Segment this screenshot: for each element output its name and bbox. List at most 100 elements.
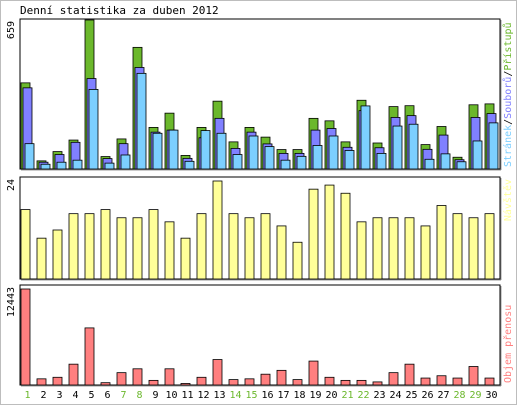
bar-prenos-day-23 bbox=[372, 381, 383, 386]
bar-prenos-day-5 bbox=[84, 327, 95, 386]
x-tick-label-day-11: 11 bbox=[181, 390, 193, 401]
x-tick-label-day-22: 22 bbox=[357, 390, 369, 401]
x-tick-label-day-27: 27 bbox=[437, 390, 449, 401]
hits-legend-part-1: / bbox=[503, 119, 514, 125]
bar-stranek-day-3 bbox=[56, 161, 67, 170]
bar-prenos-day-6 bbox=[100, 382, 111, 386]
x-tick-label-day-2: 2 bbox=[40, 390, 46, 401]
bar-stranek-day-8 bbox=[136, 72, 147, 170]
bar-navstev-day-30 bbox=[484, 213, 495, 280]
x-tick-label-day-26: 26 bbox=[421, 390, 433, 401]
bar-prenos-day-22 bbox=[356, 379, 367, 386]
x-tick-label-day-9: 9 bbox=[152, 390, 158, 401]
bar-prenos-day-2 bbox=[36, 378, 47, 386]
x-tick-label-day-12: 12 bbox=[197, 390, 209, 401]
navstev-legend: Návštěv bbox=[502, 179, 514, 221]
bar-prenos-day-8 bbox=[132, 368, 143, 386]
bar-navstev-day-19 bbox=[308, 188, 319, 280]
x-tick-label-day-30: 30 bbox=[485, 390, 497, 401]
bar-prenos-day-4 bbox=[68, 363, 79, 386]
x-tick-label-day-3: 3 bbox=[56, 390, 62, 401]
bar-stranek-day-25 bbox=[408, 123, 419, 170]
hits-legend: Stránek/Souborů/Přístupů bbox=[502, 22, 514, 167]
bar-stranek-day-19 bbox=[312, 145, 323, 170]
bar-stranek-day-4 bbox=[72, 159, 83, 170]
bar-navstev-day-13 bbox=[212, 180, 223, 280]
bar-navstev-day-25 bbox=[404, 217, 415, 280]
hits-legend-part-4: Přístupů bbox=[502, 22, 514, 70]
bar-stranek-day-16 bbox=[264, 146, 275, 170]
bar-stranek-day-7 bbox=[120, 154, 131, 170]
bar-navstev-day-4 bbox=[68, 213, 79, 280]
bar-prenos-day-12 bbox=[196, 376, 207, 386]
bar-stranek-day-14 bbox=[232, 154, 243, 170]
x-tick-label-day-15: 15 bbox=[245, 390, 257, 401]
bar-prenos-day-9 bbox=[148, 379, 159, 386]
x-tick-label-day-21: 21 bbox=[341, 390, 353, 401]
bar-navstev-day-21 bbox=[340, 192, 351, 280]
bar-prenos-day-26 bbox=[420, 377, 431, 386]
bar-navstev-day-16 bbox=[260, 213, 271, 280]
bar-stranek-day-21 bbox=[344, 150, 355, 170]
panel-3-ymax-label: 12443 bbox=[6, 287, 17, 317]
bar-stranek-day-26 bbox=[424, 158, 435, 170]
bar-navstev-day-7 bbox=[116, 217, 127, 280]
bar-prenos-day-18 bbox=[292, 379, 303, 386]
bar-prenos-day-25 bbox=[404, 363, 415, 386]
prenos-legend: Objem přenosu bbox=[502, 305, 514, 383]
bar-prenos-day-28 bbox=[452, 377, 463, 386]
hits-legend-part-3: / bbox=[503, 71, 514, 77]
bar-prenos-day-3 bbox=[52, 376, 63, 386]
bar-navstev-day-23 bbox=[372, 217, 383, 280]
bar-prenos-day-15 bbox=[244, 378, 255, 386]
x-tick-label-day-13: 13 bbox=[213, 390, 225, 401]
x-tick-label-day-19: 19 bbox=[309, 390, 321, 401]
x-tick-label-day-14: 14 bbox=[229, 390, 241, 401]
x-tick-label-day-25: 25 bbox=[405, 390, 417, 401]
panel-1-ymax-label: 659 bbox=[6, 21, 17, 39]
bar-prenos-day-10 bbox=[164, 368, 175, 386]
x-tick-label-day-10: 10 bbox=[165, 390, 177, 401]
x-tick-label-day-5: 5 bbox=[88, 390, 94, 401]
bar-navstev-day-11 bbox=[180, 237, 191, 280]
bar-prenos-day-13 bbox=[212, 359, 223, 386]
bar-stranek-day-6 bbox=[104, 162, 115, 170]
bar-stranek-day-20 bbox=[328, 135, 339, 170]
bar-prenos-day-7 bbox=[116, 372, 127, 386]
x-tick-label-day-6: 6 bbox=[104, 390, 110, 401]
bar-navstev-day-6 bbox=[100, 209, 111, 280]
panel-3-frame bbox=[19, 284, 501, 386]
bar-stranek-day-2 bbox=[40, 163, 51, 170]
bar-stranek-day-23 bbox=[376, 152, 387, 170]
bar-navstev-day-29 bbox=[468, 217, 479, 280]
hits-legend-part-0: Stránek bbox=[502, 125, 514, 167]
bar-stranek-day-18 bbox=[296, 155, 307, 170]
bar-navstev-day-18 bbox=[292, 241, 303, 280]
x-tick-label-day-28: 28 bbox=[453, 390, 465, 401]
bar-stranek-day-13 bbox=[216, 132, 227, 170]
bar-navstev-day-9 bbox=[148, 209, 159, 280]
bar-stranek-day-30 bbox=[488, 122, 499, 170]
bar-navstev-day-28 bbox=[452, 213, 463, 280]
bar-stranek-day-12 bbox=[200, 130, 211, 170]
bar-navstev-day-14 bbox=[228, 213, 239, 280]
bar-stranek-day-15 bbox=[248, 135, 259, 170]
x-tick-label-day-1: 1 bbox=[24, 390, 30, 401]
x-tick-label-day-20: 20 bbox=[325, 390, 337, 401]
bar-stranek-day-29 bbox=[472, 140, 483, 170]
bar-navstev-day-1 bbox=[20, 209, 31, 280]
bar-stranek-day-1 bbox=[24, 143, 35, 170]
bar-prenos-day-30 bbox=[484, 377, 495, 386]
x-tick-label-day-23: 23 bbox=[373, 390, 385, 401]
bar-navstev-day-5 bbox=[84, 213, 95, 280]
bar-navstev-day-12 bbox=[196, 213, 207, 280]
bar-prenos-day-14 bbox=[228, 379, 239, 386]
hits-legend-part-2: Souborů bbox=[502, 77, 514, 119]
bar-navstev-day-24 bbox=[388, 217, 399, 280]
bar-prenos-day-1 bbox=[20, 288, 31, 386]
bar-prenos-day-20 bbox=[324, 376, 335, 386]
bar-prenos-day-17 bbox=[276, 369, 287, 386]
bar-navstev-day-22 bbox=[356, 221, 367, 280]
x-tick-label-day-24: 24 bbox=[389, 390, 401, 401]
bar-navstev-day-2 bbox=[36, 237, 47, 280]
